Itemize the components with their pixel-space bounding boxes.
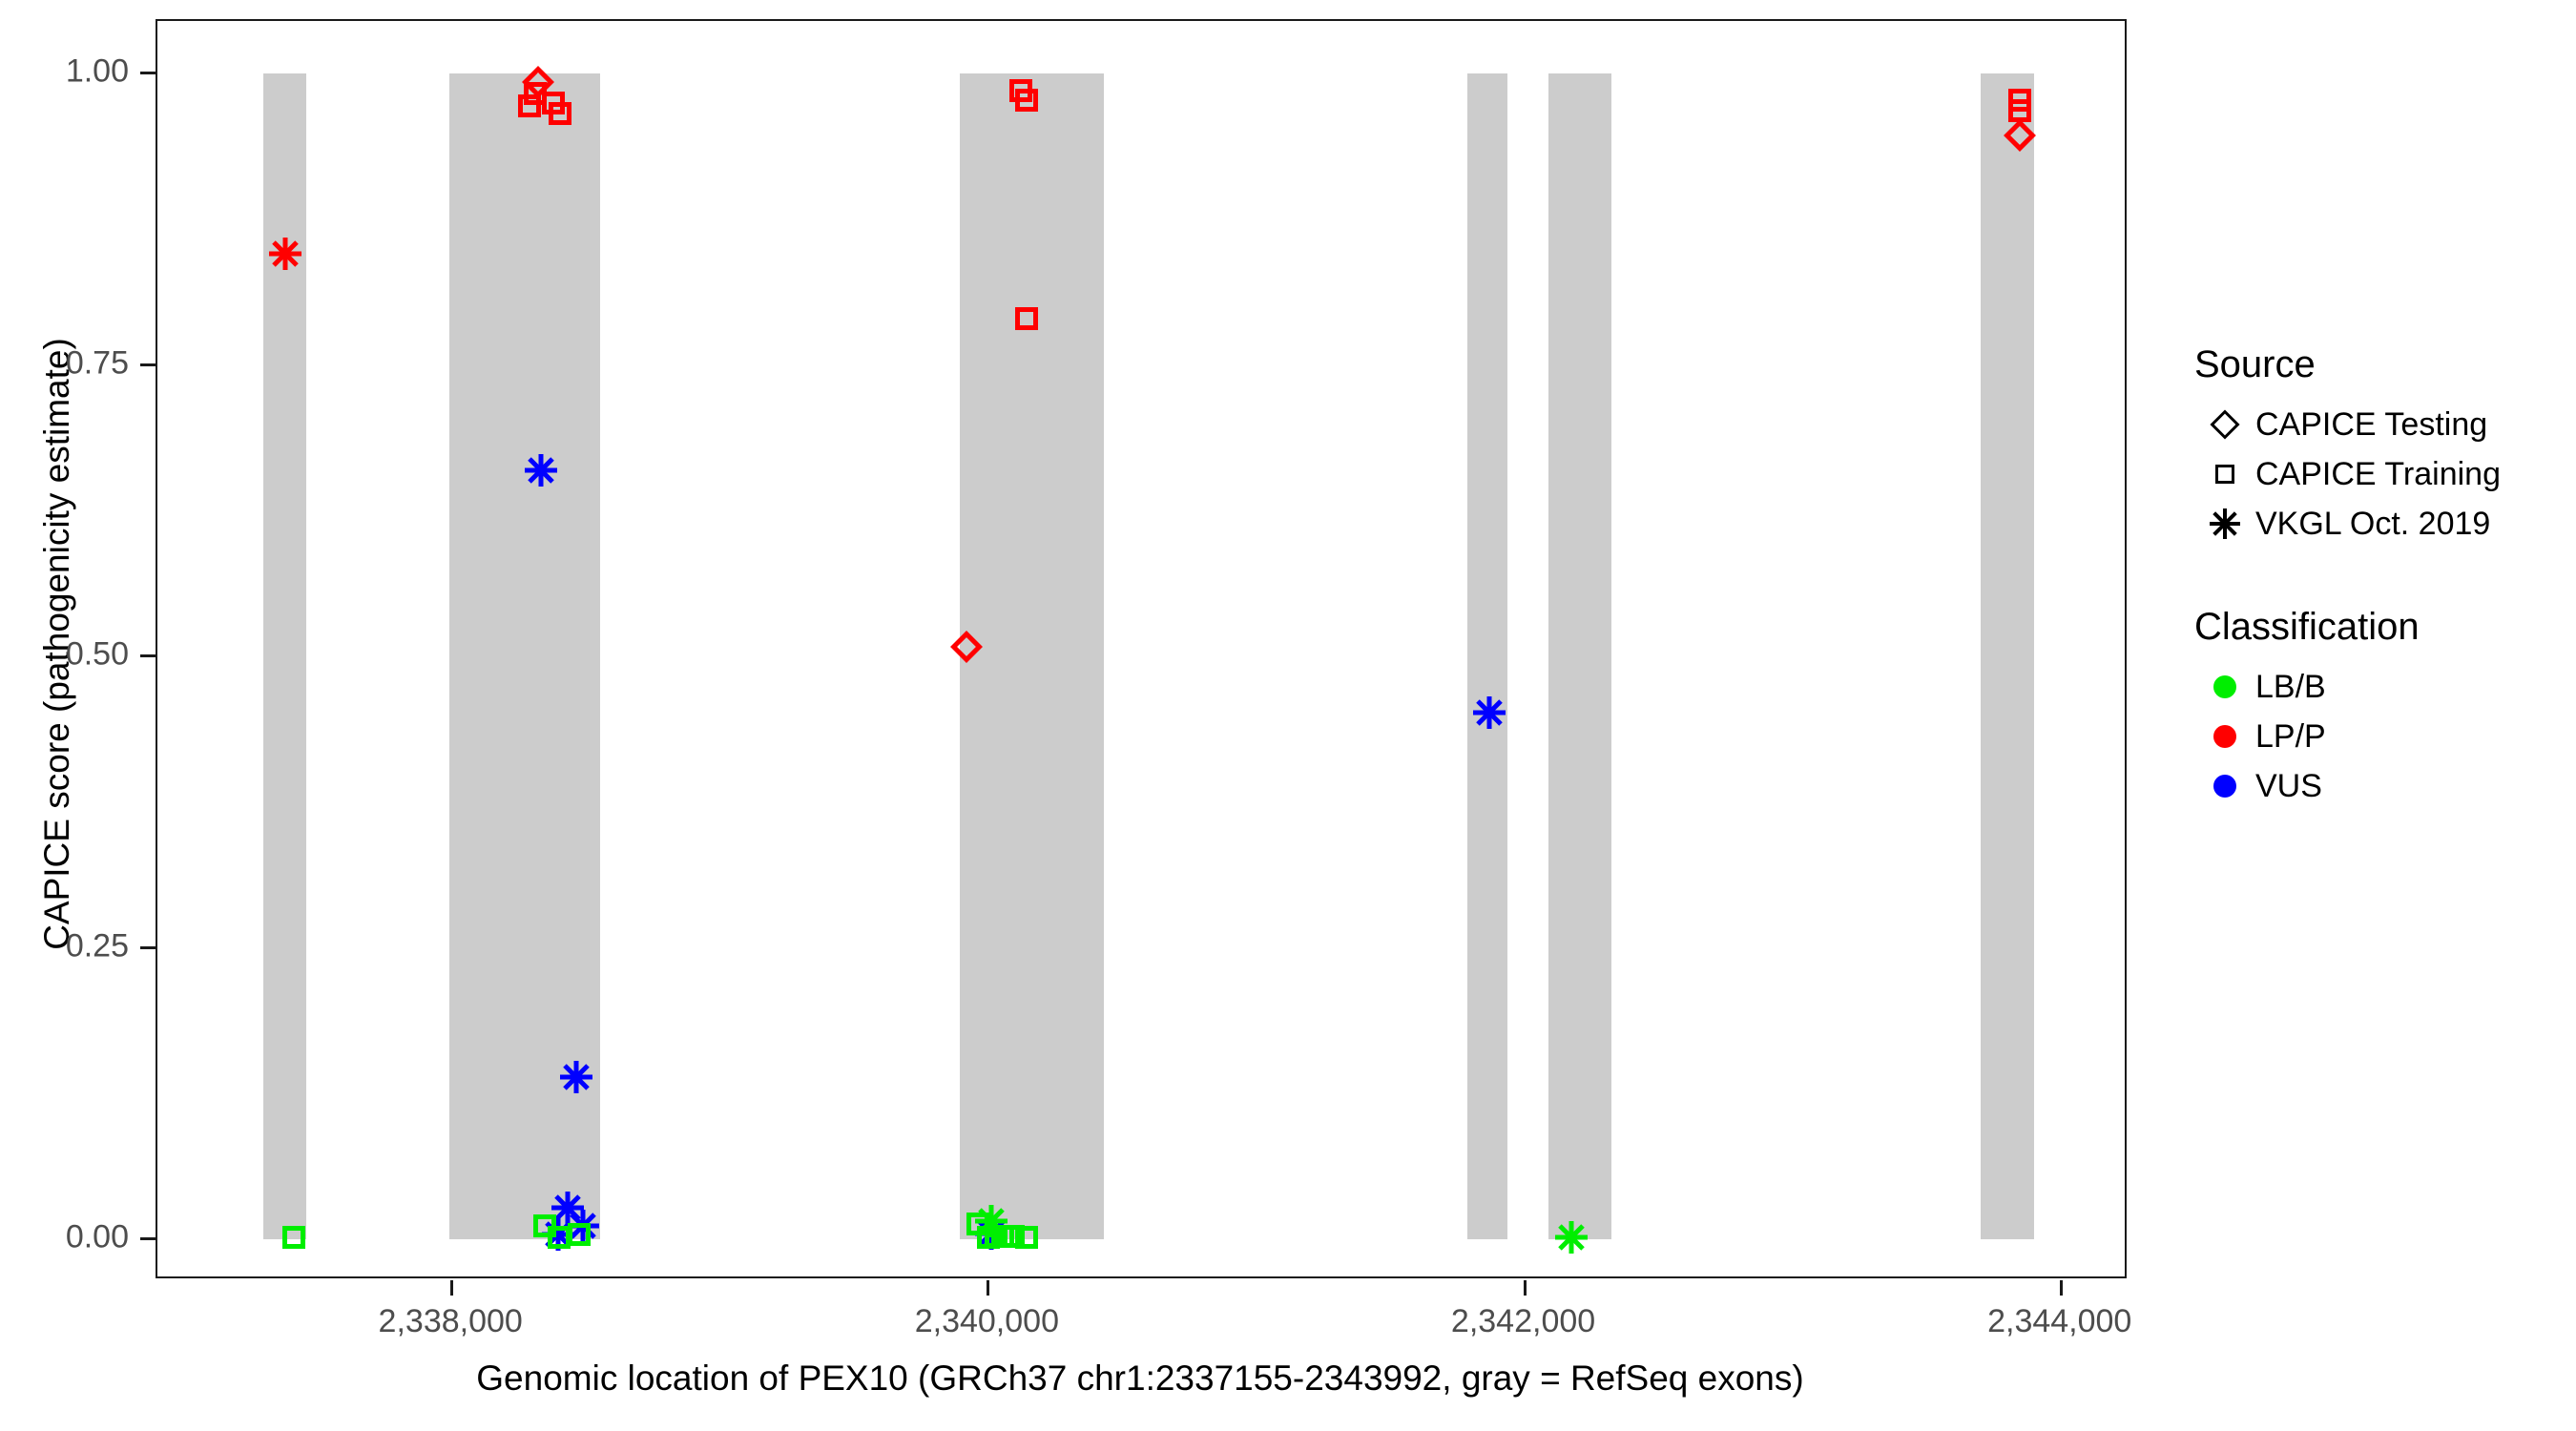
diamond-icon — [2194, 400, 2255, 449]
legend-label: VKGL Oct. 2019 — [2255, 505, 2491, 542]
exon-region — [1548, 73, 1611, 1240]
exon-region — [959, 73, 1104, 1240]
legend-item-classification[interactable]: VUS — [2194, 761, 2557, 811]
x-axis-tick-label: 2,338,000 — [378, 1303, 523, 1339]
exon-region — [263, 73, 307, 1240]
color-dot-icon — [2194, 761, 2255, 811]
legend: Source CAPICE Testing CAPICE Training VKGL… — [2194, 343, 2557, 868]
x-axis-title: Genomic location of PEX10 (GRCh37 chr1:2… — [476, 1358, 1804, 1398]
legend-label: LP/P — [2255, 717, 2326, 755]
legend-label: CAPICE Testing — [2255, 405, 2488, 443]
legend-group-source: Source CAPICE Testing CAPICE Training VKGL… — [2194, 343, 2557, 549]
asterisk-icon — [2194, 499, 2255, 549]
y-axis-tick-label: 0.25 — [65, 927, 129, 964]
y-axis-tick — [140, 654, 156, 658]
x-axis: 2,338,000 2,340,000 2,342,000 2,344,000 — [156, 1280, 2132, 1366]
x-axis-tick — [1523, 1280, 1527, 1296]
x-axis-tick-label: 2,340,000 — [914, 1303, 1059, 1339]
color-dot-icon — [2194, 712, 2255, 761]
legend-item-source[interactable]: CAPICE Testing — [2194, 400, 2557, 449]
exon-region — [1981, 73, 2035, 1240]
color-dot-icon — [2194, 662, 2255, 712]
x-axis-tick — [987, 1280, 990, 1296]
exon-region — [449, 73, 601, 1240]
exon-region — [1467, 73, 1508, 1240]
legend-item-source[interactable]: VKGL Oct. 2019 — [2194, 499, 2557, 549]
legend-label: CAPICE Training — [2255, 455, 2501, 492]
x-axis-tick — [450, 1280, 454, 1296]
y-axis-tick-label: 0.75 — [65, 344, 129, 382]
plot-panel — [156, 19, 2127, 1278]
legend-group-classification: Classification LB/B LP/P VUS — [2194, 606, 2557, 811]
x-axis-tick-label: 2,344,000 — [1987, 1303, 2132, 1339]
legend-item-source[interactable]: CAPICE Training — [2194, 449, 2557, 499]
legend-label: LB/B — [2255, 668, 2326, 705]
y-axis: 0.00 0.25 0.50 0.75 1.00 — [0, 0, 156, 1297]
y-axis-tick — [140, 72, 156, 74]
y-axis-tick — [140, 1237, 156, 1241]
y-axis-tick — [140, 363, 156, 366]
x-axis-tick — [2059, 1280, 2063, 1296]
y-axis-tick-label: 0.00 — [65, 1218, 129, 1255]
legend-title-source: Source — [2194, 343, 2316, 385]
legend-item-classification[interactable]: LP/P — [2194, 712, 2557, 761]
legend-label: VUS — [2255, 767, 2322, 804]
y-axis-tick-label: 0.50 — [65, 635, 129, 673]
legend-title-classification: Classification — [2194, 606, 2420, 648]
square-icon — [2194, 449, 2255, 499]
y-axis-tick-label: 1.00 — [65, 52, 129, 90]
x-axis-tick-label: 2,342,000 — [1450, 1303, 1596, 1339]
y-axis-tick — [140, 945, 156, 949]
legend-item-classification[interactable]: LB/B — [2194, 662, 2557, 712]
